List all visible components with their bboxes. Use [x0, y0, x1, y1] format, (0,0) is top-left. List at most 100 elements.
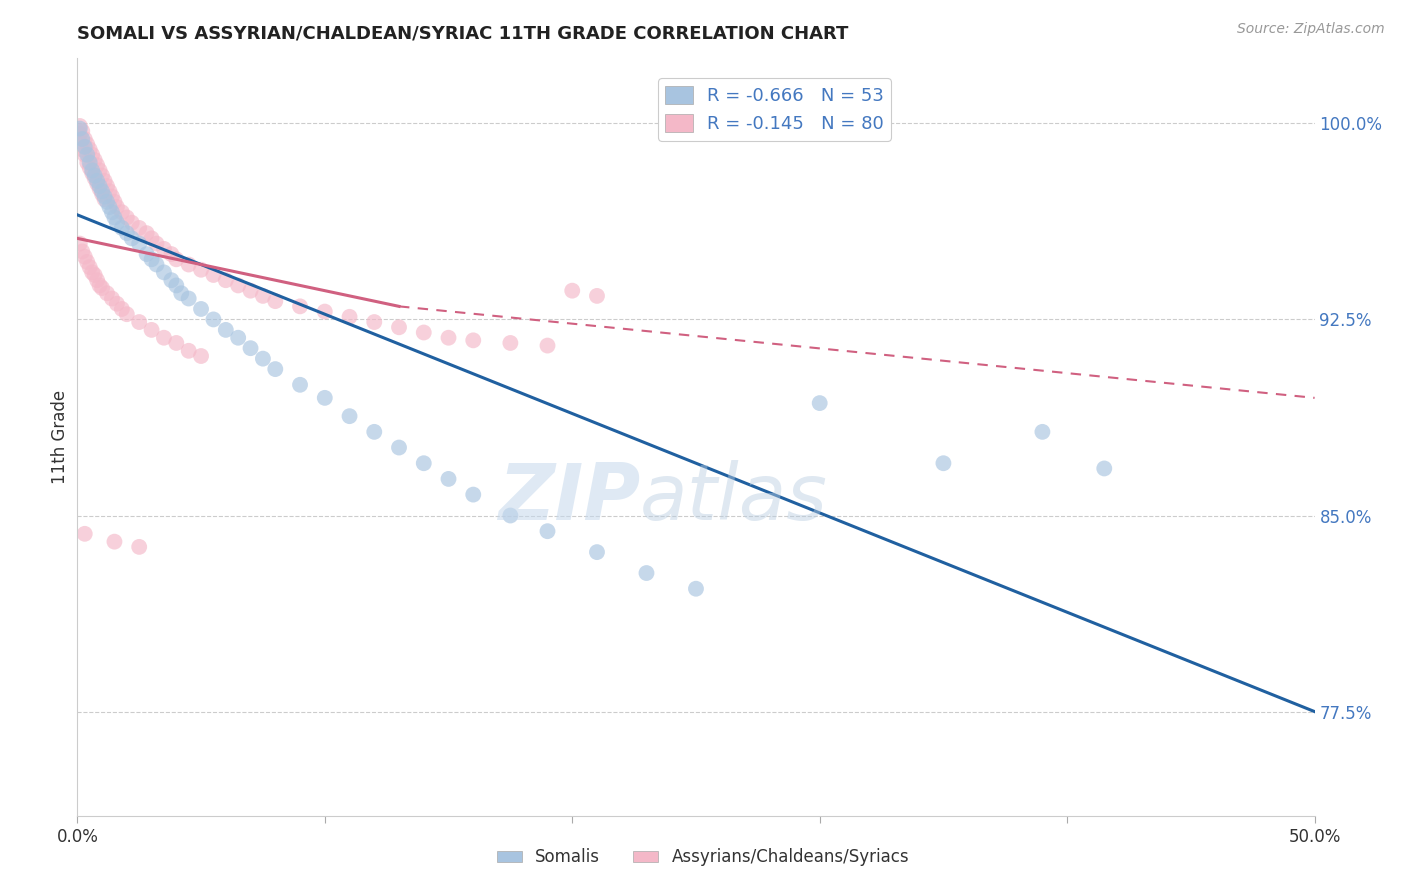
Point — [69, 119, 91, 133]
Point — [89, 163, 111, 178]
Point — [83, 171, 105, 186]
Point — [121, 231, 143, 245]
Point — [93, 189, 115, 203]
Point — [76, 255, 98, 269]
Point — [1031, 425, 1053, 439]
Legend: R = -0.666   N = 53, R = -0.145   N = 80: R = -0.666 N = 53, R = -0.145 N = 80 — [658, 78, 891, 141]
Point — [165, 335, 187, 350]
Point — [165, 278, 187, 293]
Point — [437, 331, 460, 345]
Point — [76, 137, 98, 152]
Point — [339, 409, 361, 424]
Point — [86, 273, 108, 287]
Point — [91, 186, 114, 201]
Point — [141, 323, 163, 337]
Point — [103, 194, 125, 209]
Point — [170, 286, 193, 301]
Point — [288, 299, 311, 313]
Point — [463, 334, 485, 348]
Point — [314, 304, 336, 318]
Point — [412, 326, 434, 340]
Point — [128, 236, 150, 251]
Point — [215, 273, 238, 287]
Point — [73, 132, 96, 146]
Point — [96, 286, 118, 301]
Point — [69, 127, 91, 141]
Point — [105, 297, 128, 311]
Point — [82, 147, 104, 161]
Point — [499, 335, 522, 350]
Point — [105, 200, 128, 214]
Point — [103, 211, 125, 225]
Point — [111, 221, 134, 235]
Point — [177, 258, 200, 272]
Point — [160, 273, 183, 287]
Point — [82, 265, 104, 279]
Text: atlas: atlas — [640, 459, 828, 536]
Text: Source: ZipAtlas.com: Source: ZipAtlas.com — [1237, 22, 1385, 37]
Point — [128, 221, 150, 235]
Point — [86, 158, 108, 172]
Point — [105, 216, 128, 230]
Point — [215, 323, 238, 337]
Point — [79, 143, 101, 157]
Point — [932, 456, 955, 470]
Point — [177, 343, 200, 358]
Point — [101, 205, 124, 219]
Point — [135, 226, 157, 240]
Point — [165, 252, 187, 267]
Legend: Somalis, Assyrians/Chaldeans/Syriacs: Somalis, Assyrians/Chaldeans/Syriacs — [491, 842, 915, 873]
Point — [73, 526, 96, 541]
Point — [153, 265, 176, 279]
Point — [73, 140, 96, 154]
Point — [388, 320, 411, 334]
Point — [86, 174, 108, 188]
Point — [160, 247, 183, 261]
Point — [363, 425, 385, 439]
Point — [202, 268, 225, 282]
Point — [190, 301, 212, 316]
Point — [226, 331, 249, 345]
Point — [239, 341, 262, 355]
Point — [83, 268, 105, 282]
Point — [586, 545, 609, 559]
Point — [128, 315, 150, 329]
Point — [135, 247, 157, 261]
Point — [69, 121, 91, 136]
Point — [91, 169, 114, 183]
Point — [89, 278, 111, 293]
Point — [145, 258, 167, 272]
Point — [153, 242, 176, 256]
Text: ZIP: ZIP — [498, 459, 640, 536]
Point — [636, 566, 658, 580]
Point — [121, 216, 143, 230]
Point — [252, 351, 274, 366]
Point — [93, 192, 115, 206]
Point — [463, 487, 485, 501]
Point — [339, 310, 361, 324]
Point — [72, 143, 94, 157]
Point — [91, 184, 114, 198]
Point — [141, 231, 163, 245]
Point — [288, 377, 311, 392]
Point — [437, 472, 460, 486]
Point — [128, 540, 150, 554]
Point — [115, 307, 138, 321]
Point — [412, 456, 434, 470]
Point — [115, 226, 138, 240]
Point — [83, 169, 105, 183]
Point — [239, 284, 262, 298]
Point — [808, 396, 831, 410]
Point — [561, 284, 583, 298]
Point — [98, 184, 121, 198]
Point — [72, 244, 94, 259]
Point — [93, 174, 115, 188]
Point — [76, 155, 98, 169]
Point — [190, 349, 212, 363]
Point — [111, 301, 134, 316]
Point — [101, 292, 124, 306]
Point — [98, 200, 121, 214]
Point — [586, 289, 609, 303]
Point — [363, 315, 385, 329]
Y-axis label: 11th Grade: 11th Grade — [51, 390, 69, 484]
